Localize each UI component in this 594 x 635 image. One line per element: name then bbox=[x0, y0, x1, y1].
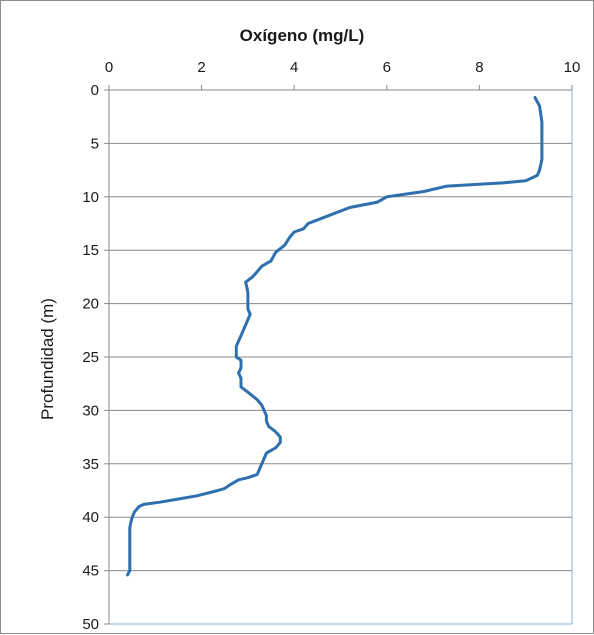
y-tick-label: 25 bbox=[82, 349, 99, 366]
y-axis-label: Profundidad (m) bbox=[38, 298, 57, 420]
y-tick-label: 40 bbox=[82, 509, 99, 526]
y-tick-label: 35 bbox=[82, 456, 99, 473]
x-tick-label: 10 bbox=[564, 59, 581, 76]
y-tick-label: 10 bbox=[82, 189, 99, 206]
y-tick-label: 50 bbox=[82, 616, 99, 633]
oxygen-profile-line bbox=[128, 98, 542, 575]
series bbox=[128, 98, 542, 575]
labels: 0 5 10 15 20 25 30 35 40 45 50 0 2 4 6 8 10 bbox=[82, 59, 580, 633]
y-tick-label: 20 bbox=[82, 296, 99, 313]
gridlines bbox=[109, 143, 572, 570]
chart-title: Oxígeno (mg/L) bbox=[240, 26, 365, 45]
x-tick-label: 0 bbox=[105, 59, 113, 76]
x-tick-label: 2 bbox=[197, 59, 205, 76]
y-tick-label: 15 bbox=[82, 242, 99, 259]
x-tick-label: 4 bbox=[290, 59, 298, 76]
axes bbox=[104, 85, 572, 624]
x-tick-label: 6 bbox=[383, 59, 391, 76]
y-tick-label: 0 bbox=[91, 82, 99, 99]
y-tick-label: 5 bbox=[91, 135, 99, 152]
y-tick-label: 45 bbox=[82, 563, 99, 580]
y-tick-label: 30 bbox=[82, 402, 99, 419]
x-tick-label: 8 bbox=[475, 59, 483, 76]
